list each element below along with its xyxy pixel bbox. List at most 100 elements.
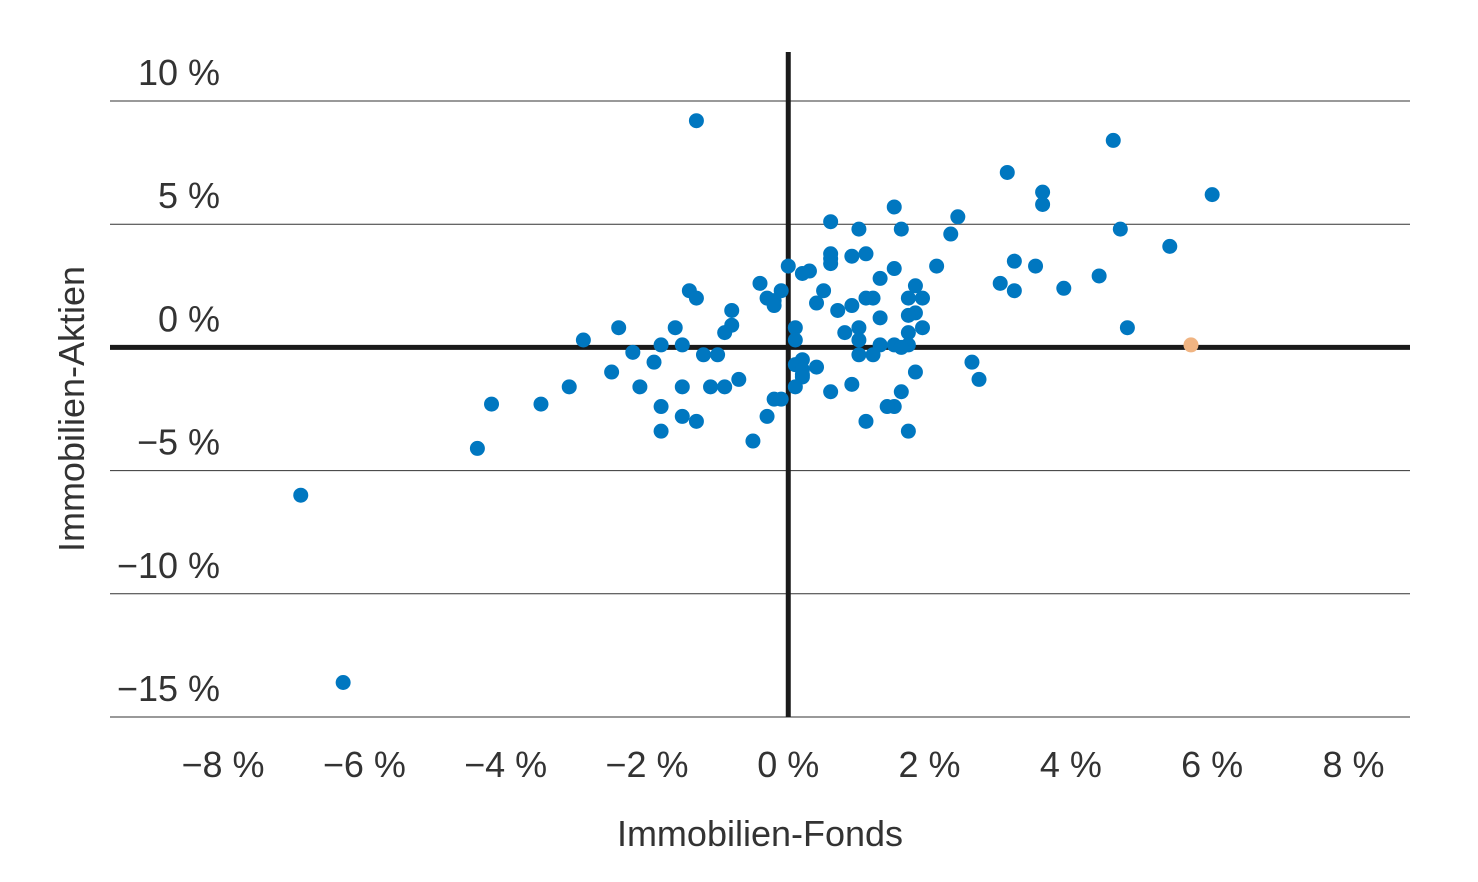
data-point bbox=[293, 487, 309, 503]
data-point bbox=[1204, 187, 1220, 203]
x-tick-label: 8 % bbox=[1322, 744, 1384, 785]
data-point bbox=[780, 258, 796, 274]
data-point bbox=[766, 298, 782, 314]
data-point bbox=[752, 275, 768, 291]
data-point bbox=[823, 256, 839, 272]
data-points bbox=[293, 113, 1220, 691]
data-point bbox=[1162, 238, 1178, 254]
x-axis-title: Immobilien-Fonds bbox=[617, 813, 903, 854]
data-point bbox=[335, 675, 351, 691]
data-point bbox=[533, 396, 549, 412]
data-point bbox=[851, 320, 867, 336]
data-point bbox=[858, 246, 874, 262]
data-point bbox=[851, 332, 867, 348]
data-point bbox=[787, 332, 803, 348]
data-point bbox=[794, 265, 810, 281]
data-point bbox=[900, 325, 916, 341]
data-point bbox=[950, 209, 966, 225]
y-tick-label: −10 % bbox=[117, 545, 220, 586]
gridlines bbox=[110, 100, 1410, 718]
data-point bbox=[653, 337, 669, 353]
data-point bbox=[929, 258, 945, 274]
data-point bbox=[724, 302, 740, 318]
data-point bbox=[823, 384, 839, 400]
data-point bbox=[893, 221, 909, 237]
y-tick-label: 5 % bbox=[158, 175, 220, 216]
x-tick-labels: −8 % −6 % −4 % −2 % 0 % 2 % 4 % 6 % 8 % bbox=[182, 744, 1385, 785]
data-point bbox=[561, 379, 577, 395]
data-point bbox=[717, 379, 733, 395]
data-point bbox=[844, 298, 860, 314]
y-tick-label: 10 % bbox=[138, 52, 220, 93]
data-point bbox=[900, 307, 916, 323]
y-axis-title: Immobilien-Aktien bbox=[51, 266, 92, 552]
data-point bbox=[632, 379, 648, 395]
data-point bbox=[695, 347, 711, 363]
data-point bbox=[1112, 221, 1128, 237]
data-point bbox=[858, 413, 874, 429]
data-point bbox=[809, 295, 825, 311]
data-point bbox=[823, 214, 839, 230]
data-point bbox=[759, 408, 775, 424]
data-point bbox=[575, 332, 591, 348]
data-point bbox=[688, 290, 704, 306]
x-tick-label: −4 % bbox=[464, 744, 547, 785]
highlight-point bbox=[1183, 337, 1199, 353]
data-point bbox=[674, 408, 690, 424]
data-point bbox=[893, 384, 909, 400]
data-point bbox=[865, 290, 881, 306]
data-point bbox=[1035, 184, 1051, 200]
y-tick-label: −5 % bbox=[137, 422, 220, 463]
y-tick-label: 0 % bbox=[158, 298, 220, 339]
data-point bbox=[688, 113, 704, 129]
data-point bbox=[667, 320, 683, 336]
data-point bbox=[653, 423, 669, 439]
data-point bbox=[653, 399, 669, 415]
data-point bbox=[787, 320, 803, 336]
data-point bbox=[1091, 268, 1107, 284]
data-point bbox=[915, 290, 930, 306]
data-point bbox=[999, 164, 1015, 180]
data-point bbox=[604, 364, 620, 380]
y-tick-label: −15 % bbox=[117, 668, 220, 709]
data-point bbox=[837, 325, 853, 341]
data-point bbox=[900, 423, 916, 439]
data-point bbox=[844, 376, 860, 392]
data-point bbox=[964, 354, 980, 370]
data-point bbox=[900, 290, 916, 306]
data-point bbox=[907, 278, 923, 294]
data-point bbox=[731, 371, 747, 387]
data-point bbox=[611, 320, 627, 336]
data-point bbox=[1056, 280, 1072, 296]
data-point bbox=[688, 413, 704, 429]
data-point bbox=[907, 364, 923, 380]
data-point bbox=[915, 320, 930, 336]
data-point bbox=[872, 270, 888, 286]
data-point bbox=[893, 339, 909, 355]
data-point bbox=[879, 399, 895, 415]
data-point bbox=[625, 344, 641, 360]
x-tick-label: 0 % bbox=[757, 744, 819, 785]
zero-axes bbox=[110, 52, 1410, 717]
data-point bbox=[809, 359, 825, 375]
data-point bbox=[710, 347, 726, 363]
x-tick-label: 4 % bbox=[1040, 744, 1102, 785]
data-point bbox=[886, 199, 902, 215]
data-point bbox=[787, 379, 803, 395]
data-point bbox=[703, 379, 719, 395]
x-tick-label: −2 % bbox=[605, 744, 688, 785]
data-point bbox=[646, 354, 662, 370]
data-point bbox=[1035, 196, 1051, 212]
data-point bbox=[1028, 258, 1044, 274]
data-point bbox=[816, 283, 832, 299]
data-point bbox=[943, 226, 959, 242]
data-point bbox=[745, 433, 761, 449]
x-tick-label: −8 % bbox=[182, 744, 265, 785]
data-point bbox=[865, 347, 881, 363]
data-point bbox=[851, 221, 867, 237]
x-tick-label: 6 % bbox=[1181, 744, 1243, 785]
data-point bbox=[1006, 283, 1022, 299]
data-point bbox=[484, 396, 500, 412]
data-point bbox=[1105, 132, 1121, 148]
data-point bbox=[674, 379, 690, 395]
